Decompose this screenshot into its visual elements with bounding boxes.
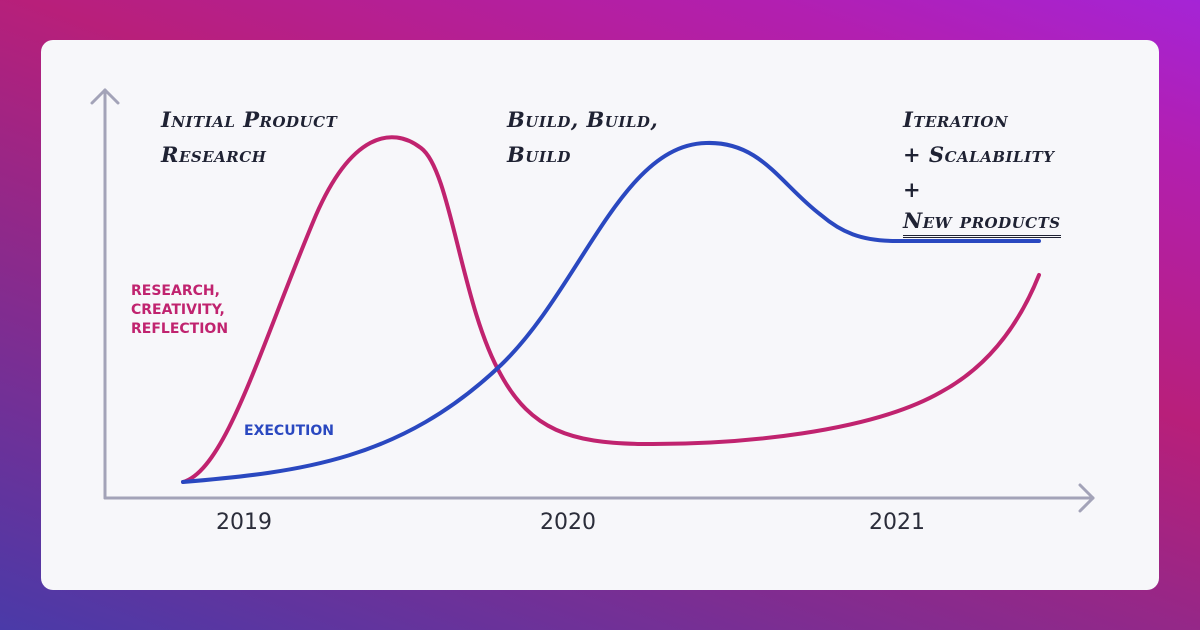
phase-iteration-line-3-prefix: + <box>903 177 922 202</box>
diagram-card: Initial Product Research Build, Build, B… <box>41 40 1159 590</box>
phase-iteration-line-2: + Scalability <box>903 142 1055 167</box>
execution-curve <box>181 140 1041 484</box>
phase-build: Build, Build, Build <box>507 102 658 172</box>
phase-build-line-2: Build <box>507 142 571 167</box>
execution-series-label: EXECUTION <box>244 423 334 439</box>
research-label-line-3: REFLECTION <box>131 321 229 337</box>
research-curve <box>181 135 1041 484</box>
research-label-line-1: RESEARCH, <box>131 283 220 299</box>
curves-diagram <box>90 88 1095 513</box>
research-series-label: RESEARCH, CREATIVITY, REFLECTION <box>131 282 228 339</box>
year-label-2019: 2019 <box>216 510 272 535</box>
phase-iteration-line-3: + New products <box>903 172 1061 238</box>
phase-build-line-1: Build, Build, <box>507 107 659 132</box>
y-axis-arrowhead <box>90 88 120 105</box>
phase-initial-research: Initial Product Research <box>161 102 337 172</box>
phase-iteration-line-1: Iteration <box>903 107 1009 132</box>
new-products-underlined: New products <box>903 207 1061 238</box>
phase-initial-line-2: Research <box>161 142 267 167</box>
year-label-2020: 2020 <box>540 510 596 535</box>
year-label-2021: 2021 <box>869 510 925 535</box>
phase-iteration: Iteration + Scalability + New products <box>903 102 1061 238</box>
phase-initial-line-1: Initial Product <box>161 107 338 132</box>
x-axis-arrowhead <box>1078 483 1095 513</box>
research-label-line-2: CREATIVITY, <box>131 302 225 318</box>
